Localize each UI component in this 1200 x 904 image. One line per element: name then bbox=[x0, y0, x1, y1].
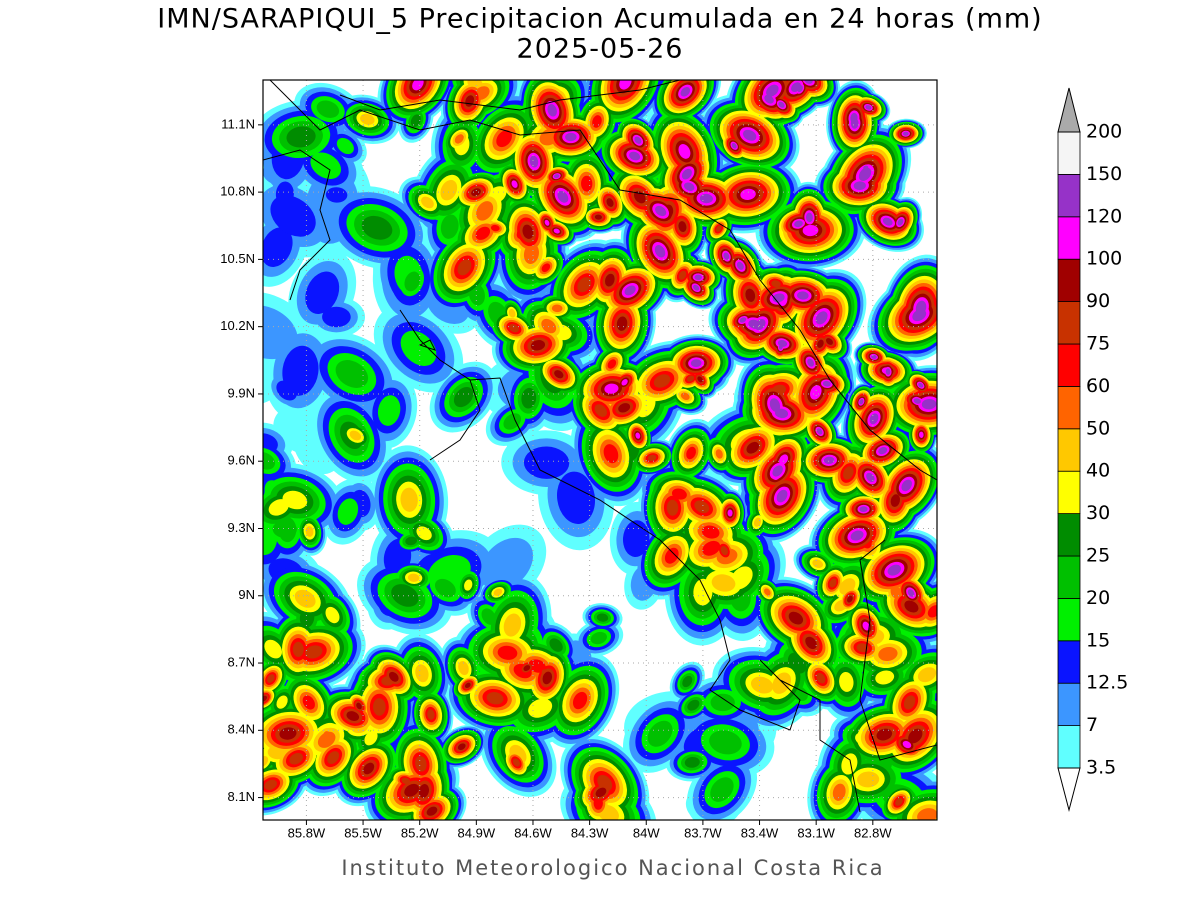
colorbar-label: 60 bbox=[1086, 375, 1110, 397]
colorbar-swatch bbox=[1057, 640, 1081, 684]
x-tick-label: 83.7W bbox=[684, 825, 722, 840]
y-tick-label: 9.9N bbox=[228, 385, 255, 400]
colorbar-swatch bbox=[1057, 385, 1081, 430]
colorbar-swatch bbox=[1057, 301, 1081, 345]
colorbar-label: 7 bbox=[1086, 714, 1098, 736]
precip-area bbox=[710, 693, 735, 712]
colorbar-swatch bbox=[1057, 343, 1081, 387]
precip-area bbox=[480, 537, 533, 591]
x-tick-label: 84.9W bbox=[458, 825, 496, 840]
precip-area bbox=[263, 227, 293, 267]
y-tick-label: 8.4N bbox=[228, 722, 255, 737]
title: IMN/SARAPIQUI_5 Precipitacion Acumulada … bbox=[157, 4, 1042, 35]
x-tick-label: 82.8W bbox=[854, 825, 892, 840]
precip-field bbox=[263, 80, 937, 820]
y-tick-label: 11.1N bbox=[221, 116, 255, 131]
footer: Instituto Meteorologico Nacional Costa R… bbox=[341, 856, 884, 880]
precip-area bbox=[292, 641, 304, 657]
x-tick-label: 83.1W bbox=[797, 825, 835, 840]
precip-area bbox=[310, 152, 342, 179]
colorbar-label: 40 bbox=[1086, 460, 1110, 482]
colorbar-swatch bbox=[1057, 598, 1081, 642]
x-tick-label: 85.2W bbox=[401, 825, 439, 840]
precip-area bbox=[325, 187, 348, 203]
colorbar-swatch bbox=[1057, 258, 1081, 303]
precip-area bbox=[335, 360, 369, 388]
precip-area bbox=[337, 498, 359, 525]
colorbar-label: 200 bbox=[1086, 121, 1122, 143]
colorbar-swatch bbox=[1057, 682, 1081, 727]
precip-area bbox=[305, 271, 340, 314]
y-tick-label: 8.7N bbox=[228, 654, 255, 669]
x-tick-label: 85.5W bbox=[344, 825, 382, 840]
colorbar-swatch bbox=[1057, 131, 1081, 175]
precip-area bbox=[567, 640, 592, 668]
x-tick-label: 85.8W bbox=[288, 825, 326, 840]
precip-area bbox=[263, 451, 276, 470]
x-tick-label: 84.3W bbox=[571, 825, 609, 840]
colorbar-label: 100 bbox=[1086, 248, 1122, 270]
colorbar-label: 3.5 bbox=[1086, 757, 1116, 779]
precip-area bbox=[590, 631, 607, 645]
colorbar-swatch bbox=[1057, 470, 1081, 515]
colorbar-label: 15 bbox=[1086, 629, 1110, 651]
colorbar-label: 50 bbox=[1086, 417, 1110, 439]
colorbar-swatch bbox=[1057, 173, 1081, 218]
colorbar-label: 120 bbox=[1086, 205, 1122, 227]
precip-area bbox=[282, 345, 319, 396]
precip-area bbox=[710, 777, 734, 802]
colorbar-swatch bbox=[1057, 513, 1081, 557]
precip-area bbox=[270, 195, 316, 237]
y-tick-label: 9.3N bbox=[228, 520, 255, 535]
x-tick-label: 84W bbox=[633, 825, 660, 840]
precip-area bbox=[377, 395, 401, 426]
y-tick-label: 10.8N bbox=[220, 184, 255, 199]
precip-area bbox=[322, 306, 351, 328]
colorbar-swatch bbox=[1057, 725, 1081, 769]
y-tick-label: 9N bbox=[238, 587, 255, 602]
colorbar-label: 90 bbox=[1086, 290, 1110, 312]
colorbar-swatch bbox=[1057, 555, 1081, 599]
precip-area bbox=[434, 578, 456, 598]
colorbar: 3.5 7 12.5 15 20 25 30 40 50 60 75 90 100 120 150 200 bbox=[1057, 87, 1128, 812]
colorbar-under bbox=[1057, 767, 1081, 812]
y-tick-label: 9.6N bbox=[228, 453, 255, 468]
subtitle: 2025-05-26 bbox=[517, 34, 684, 65]
precip-area bbox=[400, 330, 437, 366]
y-tick-label: 10.5N bbox=[220, 251, 255, 266]
x-tick-label: 84.6W bbox=[514, 825, 552, 840]
precip-area bbox=[523, 446, 570, 479]
colorbar-label: 75 bbox=[1086, 333, 1110, 355]
precip-area bbox=[263, 304, 298, 360]
colorbar-label: 12.5 bbox=[1086, 672, 1128, 694]
precip-area bbox=[440, 214, 459, 239]
colorbar-swatch bbox=[1057, 216, 1081, 260]
precip-area bbox=[404, 271, 421, 292]
precip-area bbox=[622, 520, 650, 557]
colorbar-label: 25 bbox=[1086, 545, 1110, 567]
precip-area bbox=[557, 471, 596, 525]
colorbar-label: 20 bbox=[1086, 587, 1110, 609]
x-tick-label: 83.4W bbox=[741, 825, 779, 840]
precip-area bbox=[336, 137, 354, 155]
colorbar-label: 30 bbox=[1086, 502, 1110, 524]
y-tick-label: 8.1N bbox=[228, 789, 255, 804]
colorbar-swatch bbox=[1057, 428, 1081, 472]
colorbar-label: 150 bbox=[1086, 163, 1122, 185]
colorbar-over bbox=[1057, 87, 1081, 133]
y-tick-label: 10.2N bbox=[220, 318, 255, 333]
